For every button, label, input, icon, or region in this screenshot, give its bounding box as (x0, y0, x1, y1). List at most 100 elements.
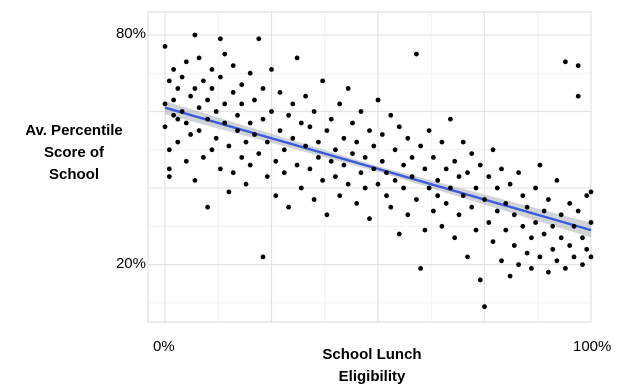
data-point-2 (162, 124, 168, 130)
data-point-122 (388, 112, 394, 118)
data-point-190 (533, 185, 538, 191)
data-point-49 (239, 82, 245, 88)
data-point-18 (188, 93, 194, 99)
data-point-162 (473, 227, 479, 233)
regression-line (164, 106, 592, 232)
data-point-69 (273, 193, 279, 199)
data-point-156 (460, 139, 466, 145)
data-point-151 (448, 185, 453, 191)
data-point-53 (243, 181, 249, 187)
data-point-134 (414, 51, 419, 57)
data-point-83 (303, 93, 308, 99)
x-axis-label-line-2: Eligibility (338, 368, 406, 385)
data-point-218 (588, 254, 594, 260)
y-axis-label-line-2: Score of (43, 144, 104, 161)
data-point-199 (550, 223, 556, 229)
data-point-106 (354, 201, 360, 206)
data-point-144 (435, 178, 441, 183)
data-point-169 (486, 174, 492, 180)
data-point-9 (171, 112, 177, 118)
data-point-94 (328, 158, 334, 164)
data-point-12 (175, 139, 181, 145)
data-point-186 (524, 250, 530, 256)
data-point-105 (350, 120, 355, 126)
data-point-163 (473, 185, 479, 191)
data-point-161 (469, 151, 475, 157)
data-point-201 (554, 258, 560, 264)
data-point-113 (367, 216, 372, 222)
data-point-47 (235, 112, 240, 118)
data-point-164 (477, 277, 483, 283)
data-point-117 (375, 181, 381, 187)
data-point-5 (166, 166, 172, 172)
data-point-193 (537, 162, 543, 168)
data-point-88 (316, 155, 321, 160)
data-point-209 (571, 254, 577, 260)
data-point-195 (541, 208, 547, 214)
data-point-14 (179, 74, 185, 80)
data-point-157 (460, 193, 466, 199)
data-point-145 (435, 193, 441, 199)
data-point-125 (392, 178, 398, 183)
data-point-43 (226, 143, 232, 149)
data-point-120 (384, 193, 389, 199)
data-point-139 (422, 227, 428, 233)
data-point-37 (218, 166, 223, 172)
data-point-154 (456, 212, 462, 218)
data-point-165 (477, 162, 483, 168)
data-point-129 (401, 185, 406, 191)
data-point-42 (226, 189, 232, 195)
data-point-155 (456, 174, 462, 180)
data-point-133 (409, 174, 415, 180)
data-point-196 (546, 269, 551, 275)
data-point-182 (516, 170, 521, 176)
data-point-116 (375, 97, 381, 103)
data-point-33 (209, 86, 215, 91)
data-point-170 (490, 239, 496, 245)
data-point-185 (520, 193, 526, 199)
data-point-211 (575, 208, 581, 214)
data-point-86 (311, 197, 317, 202)
data-point-74 (286, 112, 291, 118)
data-point-29 (205, 97, 211, 103)
data-point-58 (252, 132, 257, 137)
data-point-159 (465, 170, 470, 176)
data-point-175 (499, 166, 504, 172)
data-point-57 (252, 97, 257, 103)
data-point-172 (494, 208, 500, 214)
data-point-30 (205, 116, 211, 122)
data-point-4 (166, 174, 172, 180)
data-point-198 (550, 246, 556, 252)
data-point-115 (371, 143, 377, 149)
data-point-95 (328, 116, 334, 122)
data-point-219 (575, 63, 581, 68)
data-point-70 (277, 128, 283, 134)
y-tick-label-0: 80% (115, 24, 146, 42)
data-point-91 (320, 78, 325, 84)
data-point-101 (341, 162, 347, 168)
data-point-136 (418, 143, 423, 149)
data-point-123 (388, 204, 394, 210)
data-point-114 (371, 166, 377, 172)
data-point-17 (183, 59, 189, 65)
data-point-181 (511, 212, 517, 218)
data-point-79 (294, 162, 300, 168)
data-point-104 (350, 151, 355, 157)
data-point-128 (401, 162, 406, 168)
x-tick-label-0: 0% (153, 338, 175, 355)
data-point-24 (196, 55, 202, 61)
data-point-72 (281, 147, 287, 153)
data-point-60 (256, 151, 262, 157)
data-point-84 (307, 166, 313, 172)
data-point-61 (260, 254, 266, 260)
data-point-109 (358, 109, 364, 114)
data-point-179 (507, 181, 513, 187)
data-point-131 (405, 212, 411, 218)
data-point-59 (256, 36, 262, 42)
data-point-138 (422, 166, 428, 172)
x-axis-label: School Lunch Eligibility (272, 344, 472, 388)
data-point-126 (396, 124, 402, 130)
data-point-192 (537, 254, 543, 260)
data-point-153 (452, 158, 458, 164)
data-point-191 (533, 220, 538, 225)
